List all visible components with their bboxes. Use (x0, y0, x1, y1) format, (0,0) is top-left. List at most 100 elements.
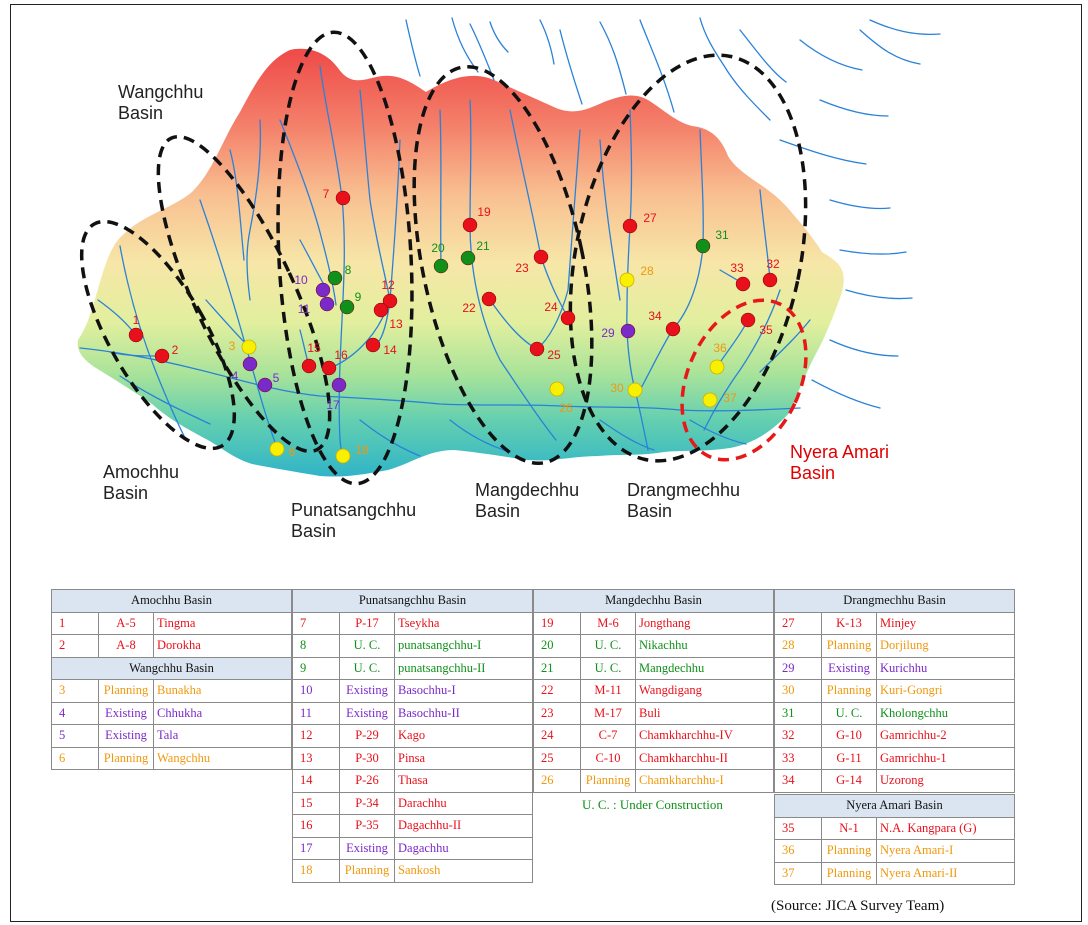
table-header-mangdechhu: Mangdechhu Basin (533, 589, 774, 613)
project-name: Kuri-Gongri (876, 679, 1015, 703)
project-code: Existing (339, 701, 395, 725)
project-code: P-29 (339, 724, 395, 748)
project-name: Mangdechhu (635, 656, 774, 680)
project-marker-32 (762, 272, 778, 288)
project-code: M-17 (580, 701, 636, 725)
basin-label-nyera-amari: Nyera Amari Basin (790, 442, 890, 483)
project-marker-29 (620, 323, 636, 339)
project-name: Buli (635, 701, 774, 725)
wangchhu-basin-outline (156, 134, 332, 454)
project-marker-label-14: 14 (383, 343, 397, 357)
project-code: Planning (580, 769, 636, 793)
amochhu-basin-outline (79, 219, 237, 451)
project-number: 18 (292, 859, 340, 883)
table-row: 4 Existing Chhukha (51, 701, 292, 725)
project-marker-33 (735, 276, 751, 292)
project-name: Chamkharchhu-I (635, 769, 774, 793)
project-name: N.A. Kangpara (G) (876, 816, 1015, 840)
project-number: 4 (51, 701, 99, 725)
project-marker-label-2: 2 (172, 343, 179, 357)
project-marker-22 (481, 291, 497, 307)
table-row: 7 P-17 Tseykha (292, 611, 533, 635)
project-marker-9 (339, 299, 355, 315)
project-number: 28 (774, 634, 822, 658)
project-number: 5 (51, 724, 99, 748)
table-row: 30 Planning Kuri-Gongri (774, 679, 1015, 703)
project-marker-24 (560, 310, 576, 326)
project-marker-label-31: 31 (715, 228, 729, 242)
table-row: 15 P-34 Darachhu (292, 791, 533, 815)
project-marker-label-20: 20 (431, 241, 445, 255)
project-code: C-7 (580, 724, 636, 748)
project-marker-35 (740, 312, 756, 328)
project-marker-20 (433, 258, 449, 274)
project-code: Planning (98, 679, 154, 703)
project-number: 11 (292, 701, 340, 725)
project-marker-label-6: 6 (289, 445, 296, 459)
project-number: 19 (533, 611, 581, 635)
project-marker-27 (622, 218, 638, 234)
project-code: M-11 (580, 679, 636, 703)
project-number: 17 (292, 836, 340, 860)
table-row: 13 P-30 Pinsa (292, 746, 533, 770)
project-marker-11 (319, 296, 335, 312)
project-code: P-35 (339, 814, 395, 838)
project-name: Chhukha (153, 701, 292, 725)
basin-boundaries (79, 30, 808, 486)
table-drangmechhu: Drangmechhu Basin 27 K-13 Minjey 28 Planning… (774, 589, 1015, 793)
table-row: 11 Existing Basochhu-II (292, 701, 533, 725)
table-row: 28 Planning Dorjilung (774, 634, 1015, 658)
project-marker-6 (269, 441, 285, 457)
project-marker-30 (627, 382, 643, 398)
project-name: Basochhu-I (394, 679, 533, 703)
project-code: Existing (98, 701, 154, 725)
project-number: 25 (533, 746, 581, 770)
table-row: 8 U. C. punatsangchhu-I (292, 634, 533, 658)
project-code: Existing (339, 836, 395, 860)
project-number: 29 (774, 656, 822, 680)
project-marker-7 (335, 190, 351, 206)
project-number: 27 (774, 611, 822, 635)
table-row: 22 M-11 Wangdigang (533, 679, 774, 703)
project-marker-label-23: 23 (515, 261, 529, 275)
table-row: 5 Existing Tala (51, 724, 292, 748)
project-number: 34 (774, 769, 822, 793)
project-marker-26 (549, 381, 565, 397)
project-number: 35 (774, 816, 822, 840)
project-marker-label-3: 3 (229, 339, 236, 353)
project-marker-25 (529, 341, 545, 357)
project-name: Tseykha (394, 611, 533, 635)
project-name: Wangdigang (635, 679, 774, 703)
project-name: punatsangchhu-I (394, 634, 533, 658)
mangdechhu-basin-outline (412, 64, 594, 466)
project-code: U. C. (821, 701, 877, 725)
nyera-amari-basin-outline (680, 298, 808, 462)
table-amochhu-wangchhu: Amochhu Basin 1 A-5 Tingma 2 A-8 Dorokha Wang… (51, 589, 292, 770)
table-row: 1 A-5 Tingma (51, 611, 292, 635)
project-code: Planning (821, 861, 877, 885)
table-row: 3 Planning Bunakha (51, 679, 292, 703)
table-row: 37 Planning Nyera Amari-II (774, 861, 1015, 885)
project-marker-label-8: 8 (345, 263, 352, 277)
project-marker-19 (462, 217, 478, 233)
project-name: Tingma (153, 611, 292, 635)
project-marker-label-1: 1 (133, 313, 140, 327)
table-row: 19 M-6 Jongthang (533, 611, 774, 635)
project-marker-label-28: 28 (640, 264, 654, 278)
project-marker-label-21: 21 (476, 239, 490, 253)
project-code: U. C. (580, 634, 636, 658)
project-name: Sankosh (394, 859, 533, 883)
project-code: P-34 (339, 791, 395, 815)
project-number: 14 (292, 769, 340, 793)
project-marker-5 (257, 377, 273, 393)
project-code: Planning (339, 859, 395, 883)
project-marker-label-19: 19 (477, 205, 491, 219)
project-number: 23 (533, 701, 581, 725)
project-code: Existing (821, 656, 877, 680)
table-row: 27 K-13 Minjey (774, 611, 1015, 635)
project-number: 7 (292, 611, 340, 635)
project-marker-1 (128, 327, 144, 343)
table-row: 32 G-10 Gamrichhu-2 (774, 724, 1015, 748)
project-number: 26 (533, 769, 581, 793)
